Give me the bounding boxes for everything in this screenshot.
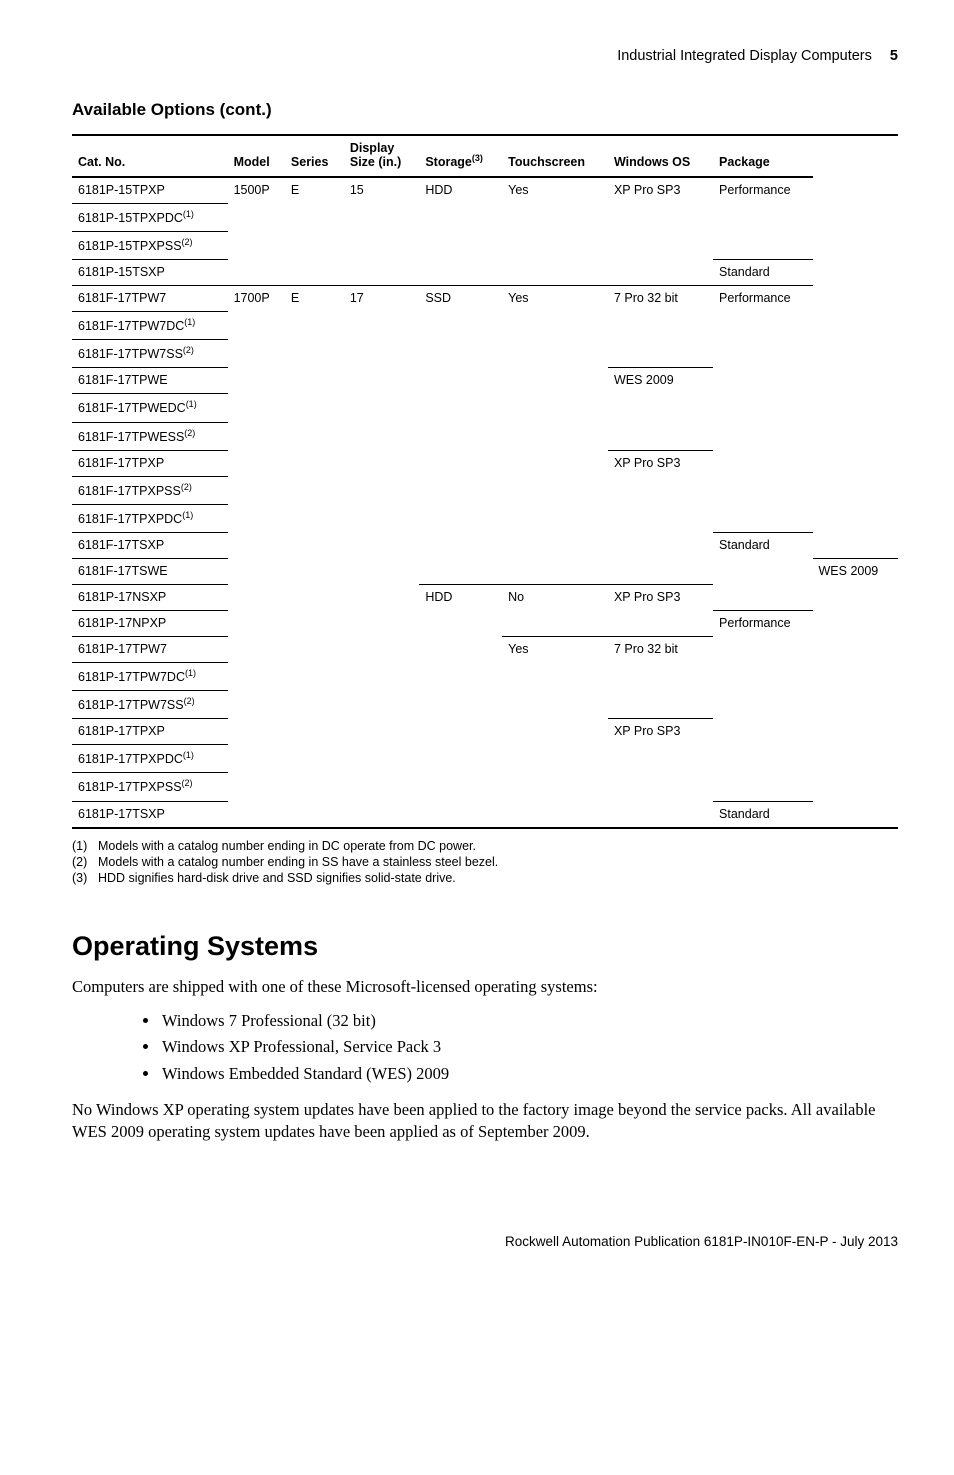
- cell-pkg: Standard: [713, 801, 812, 828]
- body-paragraph: No Windows XP operating system updates h…: [72, 1099, 898, 1144]
- cell-cat: 6181F-17TSXP: [72, 533, 228, 559]
- col-os: Windows OS: [608, 135, 713, 177]
- col-series: Series: [285, 135, 344, 177]
- cell-cat: 6181P-17TPXPDC(1): [72, 745, 228, 773]
- cell-cat: 6181P-15TSXP: [72, 260, 228, 286]
- footnote: (2)Models with a catalog number ending i…: [72, 855, 898, 869]
- table-footnotes: (1)Models with a catalog number ending i…: [72, 839, 898, 885]
- cell-os: XP Pro SP3: [608, 719, 713, 828]
- cell-pkg: Standard: [713, 533, 812, 611]
- cell-cat: 6181F-17TPWEDC(1): [72, 394, 228, 422]
- os-list: Windows 7 Professional (32 bit) Windows …: [72, 1008, 898, 1087]
- cell-series: E: [285, 286, 344, 828]
- publication-ref: Rockwell Automation Publication 6181P-IN…: [72, 1234, 898, 1249]
- cell-cat: 6181P-17TSXP: [72, 801, 228, 828]
- cell-cat: 6181P-17TPW7SS(2): [72, 691, 228, 719]
- cell-cat: 6181F-17TSWE: [72, 559, 228, 585]
- footnote: (3)HDD signifies hard-disk drive and SSD…: [72, 871, 898, 885]
- running-header: Industrial Integrated Display Computers …: [72, 48, 898, 64]
- cell-stor: HDD: [419, 585, 502, 828]
- cell-touch: Yes: [502, 637, 608, 828]
- cell-cat: 6181F-17TPW7SS(2): [72, 340, 228, 368]
- col-touch: Touchscreen: [502, 135, 608, 177]
- section-heading: Operating Systems: [72, 931, 898, 962]
- cell-pkg: Performance: [713, 177, 812, 260]
- cell-cat: 6181P-17TPXPSS(2): [72, 773, 228, 801]
- doc-title: Industrial Integrated Display Computers: [617, 48, 872, 64]
- cell-os: XP Pro SP3: [608, 450, 713, 584]
- col-storage: Storage(3): [419, 135, 502, 177]
- cell-cat: 6181P-17NPXP: [72, 611, 228, 637]
- cell-os: XP Pro SP3: [608, 585, 713, 637]
- cell-model: 1500P: [228, 177, 285, 286]
- list-item: Windows 7 Professional (32 bit): [160, 1008, 898, 1034]
- cell-touch: Yes: [502, 177, 608, 286]
- cell-cat: 6181F-17TPXPDC(1): [72, 504, 228, 532]
- cell-stor: SSD: [419, 286, 502, 585]
- cell-series: E: [285, 177, 344, 286]
- cell-touch: Yes: [502, 286, 608, 585]
- cell-cat: 6181F-17TPXPSS(2): [72, 476, 228, 504]
- cell-os: XP Pro SP3: [608, 177, 713, 286]
- cell-cat: 6181P-17TPW7DC(1): [72, 663, 228, 691]
- footnote: (1)Models with a catalog number ending i…: [72, 839, 898, 853]
- cell-disp: 15: [344, 177, 419, 286]
- cell-pkg: Performance: [713, 611, 812, 802]
- cell-cat: 6181F-17TPXP: [72, 450, 228, 476]
- cell-cat: 6181F-17TPWESS(2): [72, 422, 228, 450]
- cell-cat: 6181F-17TPWE: [72, 368, 228, 394]
- body-paragraph: Computers are shipped with one of these …: [72, 976, 898, 998]
- col-catno: Cat. No.: [72, 135, 228, 177]
- cell-cat: 6181P-15TPXPSS(2): [72, 231, 228, 259]
- cell-cat: 6181F-17TPW7DC(1): [72, 312, 228, 340]
- col-model: Model: [228, 135, 285, 177]
- cell-touch: No: [502, 585, 608, 637]
- table-row: 6181F-17TPW7 1700P E 17 SSD Yes 7 Pro 32…: [72, 286, 898, 312]
- cell-os: 7 Pro 32 bit: [608, 637, 713, 719]
- cell-pkg: Standard: [713, 260, 812, 286]
- cell-disp: 17: [344, 286, 419, 828]
- cell-cat: 6181P-15TPXPDC(1): [72, 203, 228, 231]
- table-header-row: Cat. No. Model Series Display Size (in.)…: [72, 135, 898, 177]
- cell-os: WES 2009: [813, 559, 899, 585]
- col-display: Display Size (in.): [344, 135, 419, 177]
- cell-cat: 6181F-17TPW7: [72, 286, 228, 312]
- cell-pkg: Performance: [713, 286, 812, 533]
- table-caption: Available Options (cont.): [72, 100, 898, 120]
- cell-model: 1700P: [228, 286, 285, 828]
- cell-cat: 6181P-17TPW7: [72, 637, 228, 663]
- table-row: 6181P-15TPXP 1500P E 15 HDD Yes XP Pro S…: [72, 177, 898, 204]
- cell-os: WES 2009: [608, 368, 713, 450]
- list-item: Windows Embedded Standard (WES) 2009: [160, 1061, 898, 1087]
- cell-cat: 6181P-17TPXP: [72, 719, 228, 745]
- cell-stor: HDD: [419, 177, 502, 286]
- options-table: Cat. No. Model Series Display Size (in.)…: [72, 134, 898, 829]
- cell-cat: 6181P-15TPXP: [72, 177, 228, 204]
- col-package: Package: [713, 135, 812, 177]
- list-item: Windows XP Professional, Service Pack 3: [160, 1034, 898, 1060]
- cell-cat: 6181P-17NSXP: [72, 585, 228, 611]
- page-number: 5: [890, 48, 898, 64]
- cell-os: 7 Pro 32 bit: [608, 286, 713, 368]
